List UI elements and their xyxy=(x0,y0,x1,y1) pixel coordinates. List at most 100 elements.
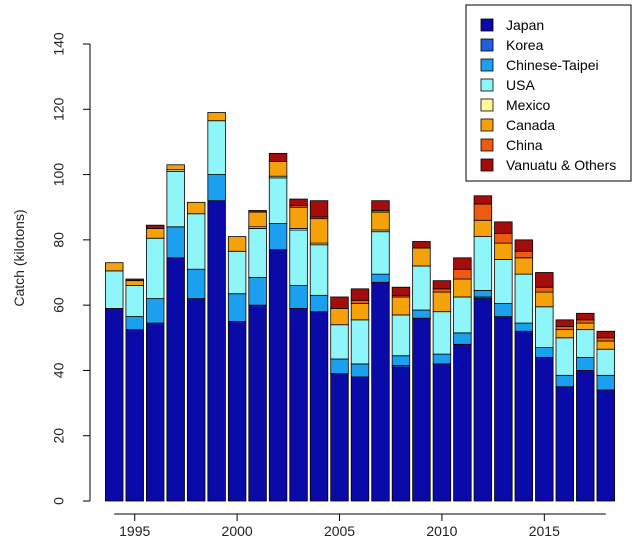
bar-segment-2018-3 xyxy=(596,348,615,376)
bar-segment-2009-2 xyxy=(412,309,431,319)
y-tick-label: 100 xyxy=(51,163,67,187)
bar-segment-1999-0 xyxy=(207,200,226,502)
bar-segment-2015-0 xyxy=(535,356,554,502)
bar-segment-2000-2 xyxy=(227,293,247,322)
bars-group xyxy=(105,112,615,502)
bar-segment-2013-5 xyxy=(494,242,513,260)
bar-segment-2013-3 xyxy=(494,259,513,304)
bar-segment-2018-0 xyxy=(596,389,615,502)
bar-segment-2015-6 xyxy=(535,286,554,293)
y-tick-label: 40 xyxy=(51,362,67,378)
bar-segment-2006-7 xyxy=(350,288,370,301)
bar-segment-2001-5 xyxy=(248,211,267,228)
bar-segment-2014-2 xyxy=(514,322,534,332)
bar-segment-2008-3 xyxy=(391,314,411,357)
bar-segment-1996-2 xyxy=(145,298,165,324)
bar-segment-2018-5 xyxy=(596,340,615,350)
bar-segment-2017-2 xyxy=(576,356,595,371)
bar-segment-2010-5 xyxy=(432,291,452,313)
bar-segment-2011-3 xyxy=(453,296,472,334)
bar-segment-2010-2 xyxy=(432,353,452,365)
bar-segment-2009-7 xyxy=(412,241,431,249)
bar-segment-1998-0 xyxy=(186,298,206,502)
bar-segment-2009-5 xyxy=(412,247,431,267)
bar-segment-2001-3 xyxy=(248,228,267,278)
bar-segment-1998-2 xyxy=(186,268,206,300)
bar-segment-2017-3 xyxy=(576,329,595,358)
bar-segment-2015-5 xyxy=(535,291,554,308)
bar-segment-2002-5 xyxy=(268,161,288,177)
bar-segment-2017-6 xyxy=(576,319,595,324)
bar-segment-2001-2 xyxy=(248,276,267,306)
bar-segment-2011-5 xyxy=(453,278,472,298)
bar-segment-2011-2 xyxy=(453,332,472,345)
bar-segment-2006-0 xyxy=(350,376,370,502)
bar-segment-2003-5 xyxy=(289,206,308,229)
y-tick-label: 20 xyxy=(51,428,67,444)
bar-segment-2014-3 xyxy=(514,273,534,324)
bar-segment-2000-5 xyxy=(227,236,247,252)
bar-segment-1997-0 xyxy=(166,257,185,502)
bar-segment-1995-0 xyxy=(125,329,144,502)
bar-segment-2009-0 xyxy=(412,317,431,502)
bar-segment-2006-6 xyxy=(350,299,370,304)
bar-segment-2016-5 xyxy=(555,329,574,339)
legend-label: China xyxy=(506,137,543,153)
bar-segment-2000-3 xyxy=(227,250,247,295)
bar-segment-1996-7 xyxy=(145,224,165,229)
legend-label: Canada xyxy=(506,117,555,133)
bar-segment-2017-5 xyxy=(576,322,595,331)
bar-segment-2007-5 xyxy=(371,211,390,231)
bar-segment-1998-3 xyxy=(186,213,206,270)
bar-segment-2007-0 xyxy=(371,281,390,502)
bar-segment-2018-6 xyxy=(596,337,615,342)
bar-segment-1999-2 xyxy=(207,174,226,202)
bar-segment-2010-0 xyxy=(432,363,452,502)
legend-label: Japan xyxy=(506,17,544,33)
bar-segment-2014-0 xyxy=(514,330,534,502)
x-tick-label: 2005 xyxy=(324,523,355,539)
y-tick-label: 120 xyxy=(51,97,67,121)
bar-segment-2003-2 xyxy=(289,285,308,309)
legend-swatch xyxy=(480,18,494,32)
bar-segment-2011-6 xyxy=(453,268,472,280)
bar-segment-2017-7 xyxy=(576,312,595,321)
bar-segment-2004-0 xyxy=(309,311,329,502)
bar-segment-1999-3 xyxy=(207,120,226,175)
legend-swatch xyxy=(480,138,494,152)
legend-label: USA xyxy=(506,77,535,93)
y-tick-label: 140 xyxy=(51,32,67,56)
bar-segment-2005-7 xyxy=(330,296,349,309)
legend-label: Korea xyxy=(506,37,544,53)
bar-segment-2013-7 xyxy=(494,221,513,234)
bar-segment-2012-3 xyxy=(473,236,493,291)
bar-segment-2014-6 xyxy=(514,250,534,259)
bar-segment-2004-5 xyxy=(309,218,329,244)
legend-label: Mexico xyxy=(506,97,551,113)
bar-segment-2006-3 xyxy=(350,319,370,365)
x-tick-label: 2010 xyxy=(426,523,457,539)
bar-segment-2016-6 xyxy=(555,325,574,331)
bar-segment-2013-0 xyxy=(494,316,513,502)
bar-segment-2006-2 xyxy=(350,363,370,378)
bar-segment-2005-3 xyxy=(330,324,349,360)
bar-segment-1997-2 xyxy=(166,226,185,259)
bar-segment-1994-0 xyxy=(105,308,124,502)
bar-segment-2008-0 xyxy=(391,366,411,502)
bar-segment-2014-5 xyxy=(514,257,534,275)
x-axis: 1995 2000 2005 2010 2015 xyxy=(114,513,606,539)
bar-segment-2015-7 xyxy=(535,272,554,288)
bar-segment-2001-0 xyxy=(248,304,267,502)
bar-segment-2005-5 xyxy=(330,308,349,326)
bar-segment-2010-3 xyxy=(432,311,452,355)
bar-segment-2013-6 xyxy=(494,232,513,244)
bar-segment-1996-0 xyxy=(145,322,165,502)
bar-segment-2001-7 xyxy=(248,210,267,213)
legend-swatch xyxy=(480,98,494,112)
x-tick-label: 2000 xyxy=(222,523,253,539)
bar-segment-1994-5 xyxy=(105,262,124,272)
legend-swatch xyxy=(480,78,494,92)
y-tick-label: 0 xyxy=(51,497,67,505)
bar-segment-2010-7 xyxy=(432,280,452,290)
